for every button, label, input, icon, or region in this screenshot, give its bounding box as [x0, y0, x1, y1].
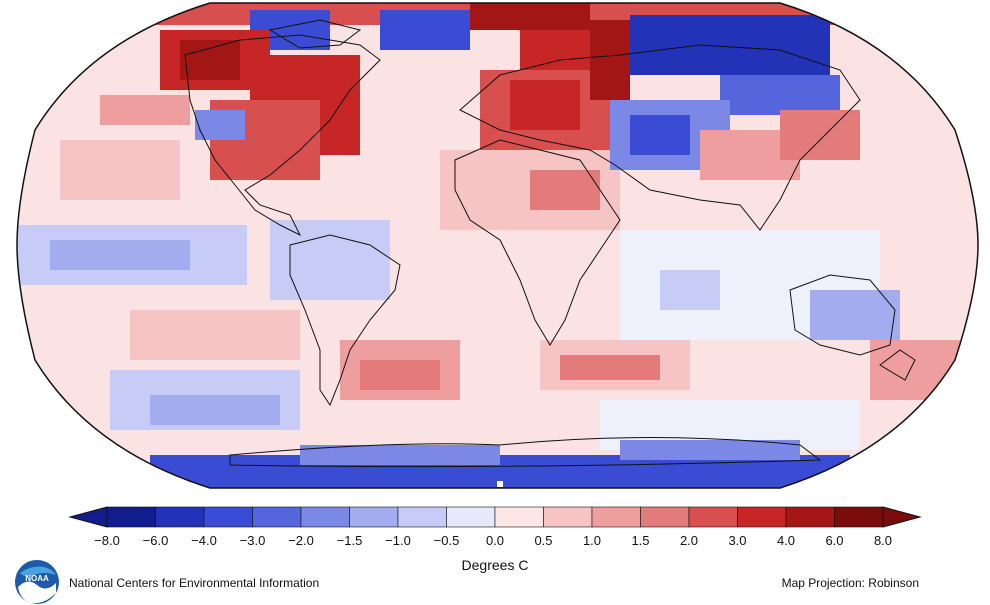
legend-swatch — [155, 506, 205, 528]
legend-swatch — [591, 506, 641, 528]
temperature-anomaly-map: −8.0 −6.0 −4.0 −3.0 −2.0 −1.5 −1.0 −0.5 0.0 0.5 1.… — [16, 2, 979, 548]
legend-swatch — [688, 506, 738, 528]
legend-tick-label: 0.5 — [534, 533, 552, 548]
legend-tick-label: −1.5 — [337, 533, 363, 548]
legend-title: Degrees C — [461, 557, 529, 573]
legend-tick-label: 3.0 — [728, 533, 746, 548]
legend-swatch — [785, 506, 835, 528]
legend-tick-label: −8.0 — [94, 533, 120, 548]
legend-tick-label: 8.0 — [874, 533, 892, 548]
map-projection-label: Map Projection: Robinson — [781, 576, 919, 590]
legend-tick-label: −1.0 — [385, 533, 411, 548]
legend-tick-label: 0.0 — [486, 533, 504, 548]
legend-swatch — [543, 506, 593, 528]
legend-swatch — [446, 506, 496, 528]
legend-tick-label: −3.0 — [240, 533, 266, 548]
legend-swatch — [203, 506, 253, 528]
legend-tick-label: −6.0 — [143, 533, 169, 548]
legend-swatch — [300, 506, 350, 528]
coastlines — [184, 19, 916, 468]
legend-tick-label: 1.0 — [583, 533, 601, 548]
noaa-logo-text: NOAA — [25, 574, 49, 583]
legend-tick-label: 1.5 — [631, 533, 649, 548]
legend-arrow-high — [882, 506, 922, 528]
legend-swatch — [640, 506, 690, 528]
globe-border — [16, 2, 979, 489]
legend-tick-label: −2.0 — [288, 533, 314, 548]
legend-swatch — [106, 506, 156, 528]
legend-swatch — [494, 506, 544, 528]
noaa-logo: NOAA — [15, 560, 59, 604]
legend-swatch — [252, 506, 302, 528]
color-legend-ticks: −8.0 −6.0 −4.0 −3.0 −2.0 −1.5 −1.0 −0.5 0.0 0.5 1.… — [94, 533, 892, 548]
legend-swatch — [397, 506, 447, 528]
legend-tick-label: 2.0 — [680, 533, 698, 548]
organization-name: National Centers for Environmental Infor… — [69, 576, 320, 590]
legend-swatch — [834, 506, 884, 528]
legend-tick-label: −0.5 — [434, 533, 460, 548]
legend-tick-label: 4.0 — [777, 533, 795, 548]
color-legend-bar — [68, 506, 922, 528]
legend-tick-label: 6.0 — [825, 533, 843, 548]
legend-swatch — [349, 506, 399, 528]
legend-swatch — [737, 506, 787, 528]
legend-tick-label: −4.0 — [191, 533, 217, 548]
anomaly-field — [17, 3, 978, 488]
legend-arrow-low — [68, 506, 108, 528]
